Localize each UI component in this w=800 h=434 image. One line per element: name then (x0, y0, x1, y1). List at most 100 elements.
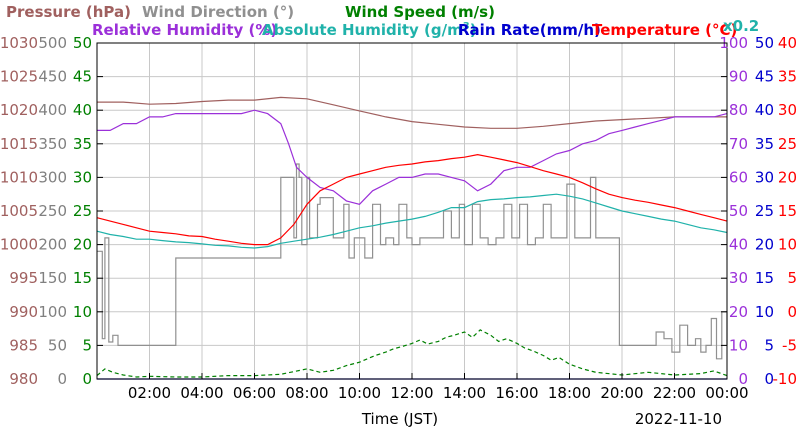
y-tick-label: 45 (755, 68, 774, 86)
x-tick-label: 16:00 (495, 384, 538, 402)
grid (97, 43, 727, 379)
y-tick-label: 20 (755, 236, 774, 254)
y-tick-label: 10 (755, 303, 774, 321)
y-tick-label: 200 (38, 236, 67, 254)
series-line-0 (97, 96, 727, 129)
x-tick-label: 00:00 (705, 384, 748, 402)
y-tick-label: 1020 (0, 101, 38, 119)
y-tick-label: 50 (48, 336, 67, 354)
y-axis-ticks: 1030102510201015101010051000995990985980… (0, 34, 797, 388)
y-tick-label: 985 (9, 336, 38, 354)
y-tick-label: 1005 (0, 202, 38, 220)
legend-relative-humidity: Relative Humidity (%) (92, 21, 277, 39)
legend-wind-speed: Wind Speed (m/s) (345, 3, 495, 21)
y-tick-label: 500 (38, 34, 67, 52)
y-tick-label: 15 (73, 269, 92, 287)
y-tick-label: 0 (738, 370, 748, 388)
y-tick-label: 40 (73, 101, 92, 119)
legend: Pressure (hPa) Wind Direction (°) Wind S… (6, 3, 759, 39)
series-line-3 (97, 109, 728, 205)
y-tick-label: 15 (755, 269, 774, 287)
y-tick-label: 1010 (0, 168, 38, 186)
y-tick-label: 20 (778, 168, 797, 186)
y-tick-label: 30 (73, 168, 92, 186)
y-tick-label: 50 (729, 202, 748, 220)
chart-date: 2022-11-10 (635, 410, 722, 428)
y-tick-label: 40 (778, 34, 797, 52)
y-tick-label: 990 (9, 303, 38, 321)
y-tick-label: 5 (82, 336, 92, 354)
y-tick-label: 50 (73, 34, 92, 52)
y-tick-label: 40 (755, 101, 774, 119)
y-tick-label: 25 (755, 202, 774, 220)
y-tick-label: 100 (38, 303, 67, 321)
y-tick-label: 5 (787, 269, 797, 287)
y-tick-label: 0 (787, 303, 797, 321)
x-tick-label: 08:00 (285, 384, 328, 402)
y-tick-label: 25 (73, 202, 92, 220)
y-tick-label: 50 (755, 34, 774, 52)
y-tick-label: 35 (755, 135, 774, 153)
y-tick-label: -5 (782, 336, 797, 354)
x-tick-label: 10:00 (338, 384, 381, 402)
y-tick-label: 20 (729, 303, 748, 321)
y-tick-label: 1030 (0, 34, 38, 52)
y-tick-label: 25 (778, 135, 797, 153)
x-tick-label: 14:00 (443, 384, 486, 402)
x-tick-label: 22:00 (653, 384, 696, 402)
series-line-4 (96, 193, 728, 249)
y-tick-label: 980 (9, 370, 38, 388)
y-tick-label: 20 (73, 236, 92, 254)
y-tick-label: 10 (778, 236, 797, 254)
legend-pressure: Pressure (hPa) (6, 3, 131, 21)
y-tick-label: 100 (719, 34, 748, 52)
legend-absolute-humidity-label: Absolute Humidity (g/m (262, 21, 463, 39)
y-tick-label: 30 (755, 168, 774, 186)
x-tick-label: 06:00 (233, 384, 276, 402)
y-tick-label: 0 (82, 370, 92, 388)
y-tick-label: 10 (729, 336, 748, 354)
x-tick-label: 12:00 (390, 384, 433, 402)
legend-rain-rate: Rain Rate(mm/h) (458, 21, 601, 39)
series-line-6 (96, 153, 728, 246)
x-tick-label: 04:00 (180, 384, 223, 402)
y-tick-label: 15 (778, 202, 797, 220)
legend-temperature: Temperature (°C) (592, 21, 737, 39)
y-tick-label: 90 (729, 68, 748, 86)
x-axis-label: Time (JST) (361, 410, 438, 428)
legend-absolute-humidity: Absolute Humidity (g/m3) (262, 21, 477, 39)
x-tick-label: 18:00 (548, 384, 591, 402)
y-tick-label: 5 (764, 336, 774, 354)
y-tick-label: 60 (729, 168, 748, 186)
legend-absolute-humidity-sup: 3 (463, 21, 470, 32)
y-tick-label: 350 (38, 135, 67, 153)
x-tick-label: 02:00 (128, 384, 171, 402)
y-tick-label: 450 (38, 68, 67, 86)
y-tick-label: 150 (38, 269, 67, 287)
y-tick-label: 1000 (0, 236, 38, 254)
y-tick-label: 80 (729, 101, 748, 119)
y-tick-label: 995 (9, 269, 38, 287)
x-tick-label: 20:00 (600, 384, 643, 402)
y-tick-label: 0 (764, 370, 774, 388)
y-tick-label: 70 (729, 135, 748, 153)
y-tick-label: 30 (729, 269, 748, 287)
x-axis-ticks: 02:00 04:00 06:00 08:00 10:00 12:00 14:00 16:00… (128, 373, 749, 402)
y-tick-label: 1015 (0, 135, 38, 153)
series-line-1 (97, 163, 728, 360)
y-tick-label: 35 (73, 135, 92, 153)
y-tick-label: 45 (73, 68, 92, 86)
legend-absolute-humidity-close: ) (470, 21, 477, 39)
y-tick-label: 35 (778, 68, 797, 86)
y-tick-label: 250 (38, 202, 67, 220)
legend-scale-note: x0.2 (723, 17, 759, 35)
y-tick-label: -10 (773, 370, 798, 388)
y-tick-label: 1025 (0, 68, 38, 86)
y-tick-label: 30 (778, 101, 797, 119)
legend-wind-direction: Wind Direction (°) (142, 3, 294, 21)
y-tick-label: 40 (729, 236, 748, 254)
y-tick-label: 10 (73, 303, 92, 321)
y-tick-label: 0 (57, 370, 67, 388)
y-tick-label: 400 (38, 101, 67, 119)
